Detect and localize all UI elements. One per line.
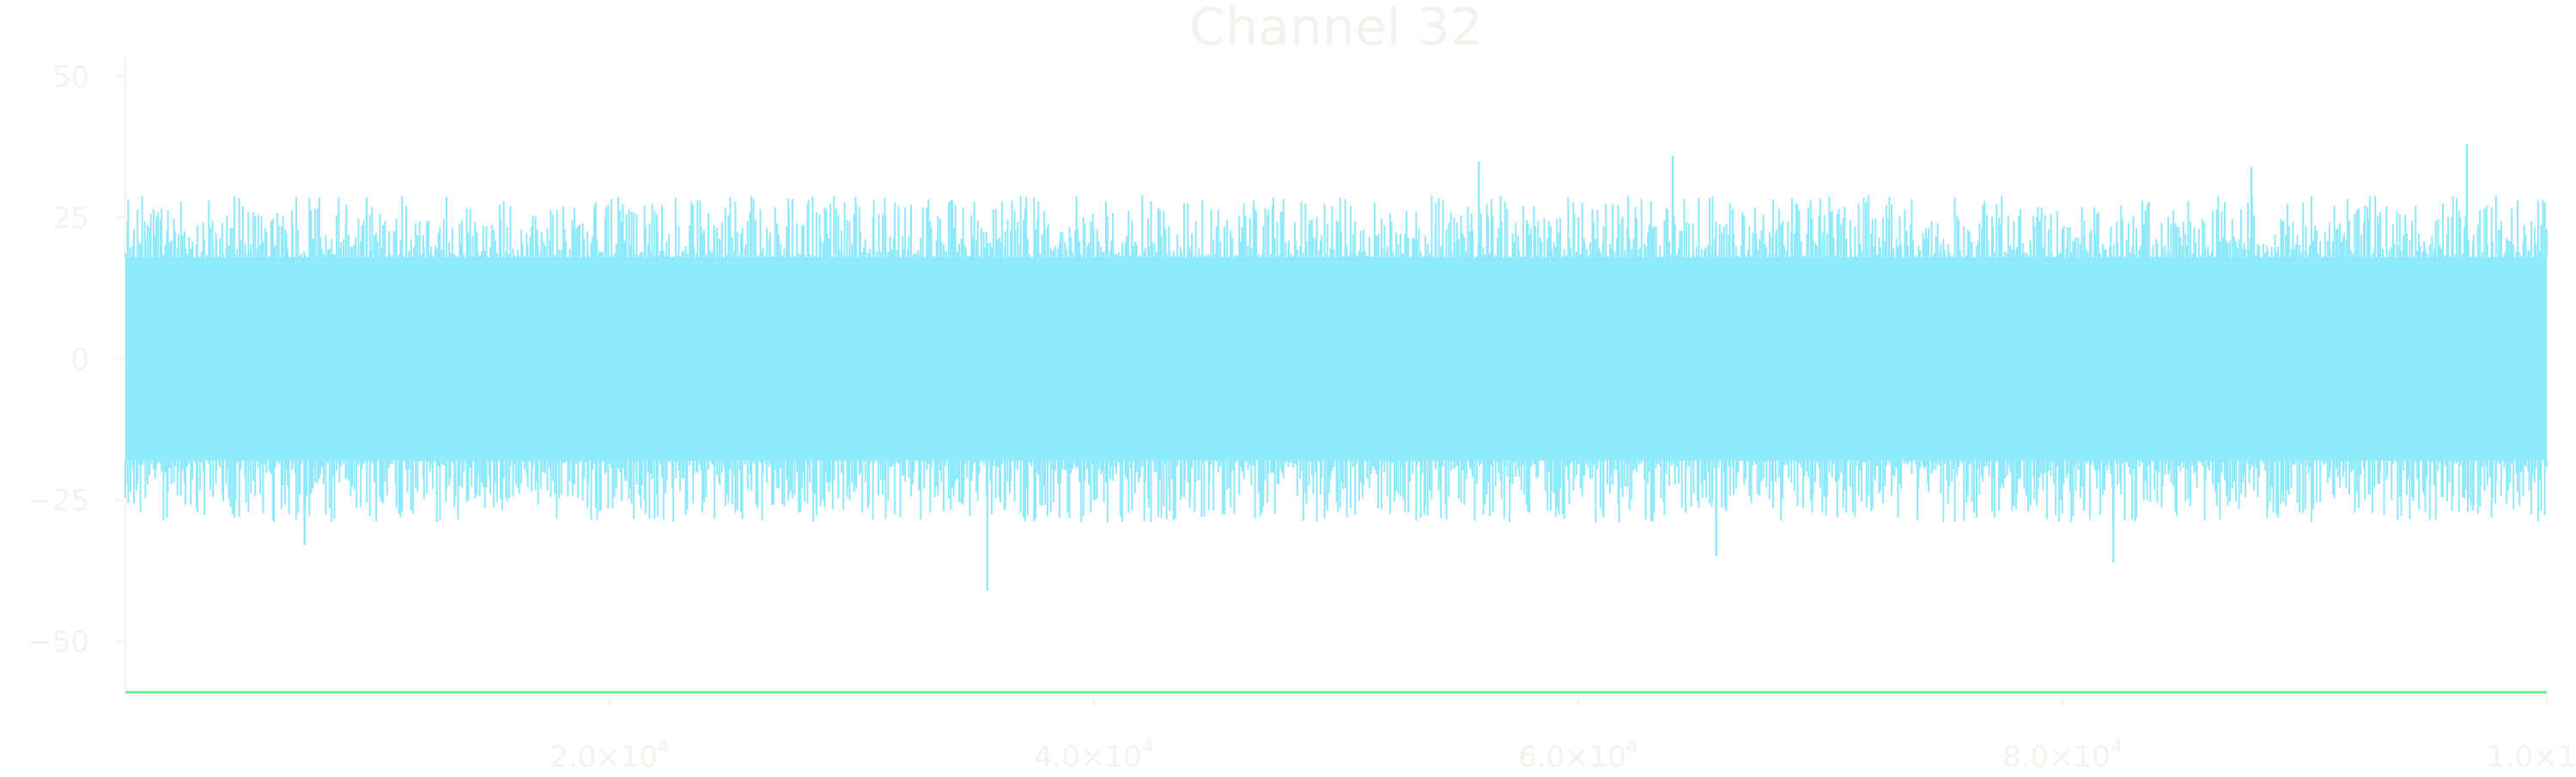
x-tick-exponent: 4 xyxy=(1626,737,1638,758)
chart-title: Channel 32 xyxy=(1189,0,1483,58)
y-tick-label: 0 xyxy=(70,343,89,377)
x-tick-exponent: 4 xyxy=(2111,737,2123,758)
y-tick-label: 25 xyxy=(52,202,89,236)
x-tick-label: 4.0×104 xyxy=(1034,737,1154,773)
y-axis-ticks: 50 25 0 −25 −50 xyxy=(27,60,125,659)
x-tick-mantissa: 6.0×10 xyxy=(1518,740,1626,773)
x-tick-mantissa: 1.0×10 xyxy=(2487,740,2576,773)
x-tick-label: 1.0×105 xyxy=(2487,737,2576,773)
signal-spikes xyxy=(125,195,2548,523)
x-tick-label: 6.0×104 xyxy=(1518,737,1638,773)
x-tick-exponent: 4 xyxy=(1142,737,1154,758)
y-tick-label: 50 xyxy=(52,60,89,94)
x-tick-mantissa: 4.0×10 xyxy=(1034,740,1142,773)
x-tick-label: 2.0×104 xyxy=(550,737,670,773)
x-tick-mantissa: 2.0×10 xyxy=(550,740,658,773)
x-tick-exponent: 4 xyxy=(658,737,670,758)
x-tick-mantissa: 8.0×10 xyxy=(2002,740,2111,773)
y-tick-label: −50 xyxy=(27,625,89,659)
signal-band xyxy=(125,257,2547,461)
y-tick-label: −25 xyxy=(27,484,89,519)
series-group xyxy=(125,143,2548,694)
x-tick-label: 8.0×104 xyxy=(2002,737,2123,773)
